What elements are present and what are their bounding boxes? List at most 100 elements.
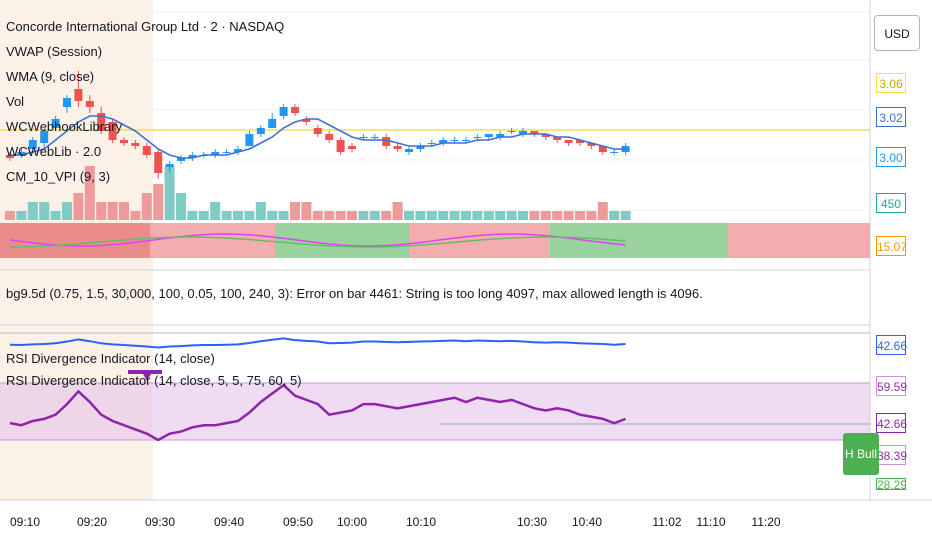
- candle-body: [393, 146, 402, 149]
- candle-body: [108, 122, 117, 140]
- volume-label: 450: [876, 193, 906, 213]
- rsi-upper-label: 59.59: [876, 376, 907, 396]
- candle-body: [496, 134, 505, 137]
- candle-body: [462, 140, 470, 141]
- time-label: 09:20: [76, 515, 108, 529]
- candle-body: [382, 137, 391, 146]
- volume-bar: [552, 211, 563, 220]
- bear-marker-arrow: [143, 374, 151, 381]
- vpi-line: [9, 233, 626, 247]
- last-price-label: 3.00: [876, 147, 906, 167]
- rsi-pane1-label[interactable]: RSI Divergence Indicator (14, close): [6, 351, 215, 366]
- candle-body: [313, 128, 322, 134]
- time-label: 10:30: [516, 515, 548, 529]
- volume-bar: [324, 211, 335, 220]
- candle-body: [484, 134, 493, 137]
- volume-bar: [449, 211, 460, 220]
- volume-bar: [392, 202, 403, 220]
- volume-bar: [50, 211, 61, 220]
- time-label: 09:40: [213, 515, 245, 529]
- time-label: 10:00: [336, 515, 368, 529]
- volume-bar: [278, 211, 289, 220]
- rsi-pane2-label[interactable]: RSI Divergence Indicator (14, close, 5, …: [6, 373, 302, 388]
- candle-body: [416, 146, 425, 149]
- volume-bar: [141, 193, 152, 220]
- volume-bar: [586, 211, 597, 220]
- volume-bar: [107, 202, 118, 220]
- volume-bar: [221, 211, 232, 220]
- candle-body: [131, 143, 140, 146]
- volume-bar: [164, 166, 175, 220]
- volume-bar: [290, 202, 300, 220]
- bear-marker: [128, 370, 162, 374]
- candle-body: [234, 149, 242, 152]
- rsi-line: [9, 383, 627, 442]
- vpi-band: [550, 223, 728, 258]
- symbol-title: Concorde International Group Ltd · 2 · N…: [6, 19, 285, 34]
- candle-body: [74, 89, 83, 101]
- indicator-wma-label[interactable]: WMA (9, close): [6, 69, 95, 84]
- volume-bar: [233, 211, 243, 220]
- rsi-lower-label: 38.39: [876, 445, 907, 465]
- candle-body: [553, 137, 562, 140]
- candle-body: [587, 143, 596, 146]
- volume-bar: [347, 211, 357, 220]
- candle-body: [439, 140, 448, 143]
- candle-body: [154, 152, 163, 173]
- volume-bar: [244, 211, 255, 220]
- candle-body: [427, 143, 436, 144]
- hidden-bull-signal: H Bull: [843, 433, 879, 475]
- candle-body: [473, 137, 482, 138]
- indicator-vwap-label[interactable]: VWAP (Session): [6, 44, 103, 59]
- candle-body: [541, 134, 550, 137]
- time-label: 11:20: [751, 515, 781, 529]
- volume-bar: [369, 211, 380, 220]
- candle-body: [610, 152, 619, 153]
- volume-bar: [301, 202, 312, 220]
- volume-bar: [506, 211, 517, 220]
- candle-body: [188, 155, 197, 158]
- currency-button[interactable]: USD: [874, 15, 920, 51]
- vwap-price-label: 3.06: [876, 73, 906, 93]
- volume-bar: [96, 202, 107, 220]
- volume-bar: [73, 193, 84, 220]
- volume-bar: [461, 211, 471, 220]
- candle-body: [325, 134, 334, 140]
- indicator-vpi-label[interactable]: CM_10_VPI (9, 3): [6, 169, 111, 184]
- candle-body: [28, 140, 37, 149]
- candle-body: [85, 101, 94, 107]
- volume-bar: [438, 211, 449, 220]
- candle-body: [63, 98, 71, 107]
- rsi-pane1-line: [9, 337, 626, 349]
- volume-bar: [518, 211, 528, 220]
- indicator-webhook-label[interactable]: WCWebhookLibrary: [6, 119, 123, 134]
- candle-body: [279, 107, 288, 116]
- volume-bar: [563, 211, 574, 220]
- volume-bar: [39, 202, 50, 220]
- error-message: bg9.5d (0.75, 1.5, 30,000, 100, 0.05, 10…: [6, 286, 703, 301]
- volume-bar: [620, 211, 631, 220]
- candle-body: [336, 140, 345, 152]
- volume-bar: [415, 211, 426, 220]
- rsi-band: [0, 383, 870, 440]
- candle-body: [530, 131, 539, 134]
- volume-bar: [27, 202, 38, 220]
- rsi-bottom-label: 28.29: [876, 478, 906, 490]
- candle-body: [222, 152, 231, 153]
- candle-body: [17, 152, 26, 155]
- volume-bar: [597, 202, 608, 220]
- volume-bar: [540, 211, 551, 220]
- candle-body: [97, 113, 106, 131]
- time-label: 11:10: [696, 515, 726, 529]
- volume-bar: [495, 211, 506, 220]
- candle-body: [211, 152, 220, 155]
- candle-body: [405, 149, 413, 152]
- time-label: 11:02: [652, 515, 682, 529]
- indicator-weblib-label[interactable]: WCWebLib · 2.0: [6, 144, 102, 159]
- volume-bar: [16, 211, 27, 220]
- volume-bar: [5, 211, 15, 220]
- rsi-value-label: 42.66: [876, 413, 907, 433]
- indicator-vol-label[interactable]: Vol: [6, 94, 25, 109]
